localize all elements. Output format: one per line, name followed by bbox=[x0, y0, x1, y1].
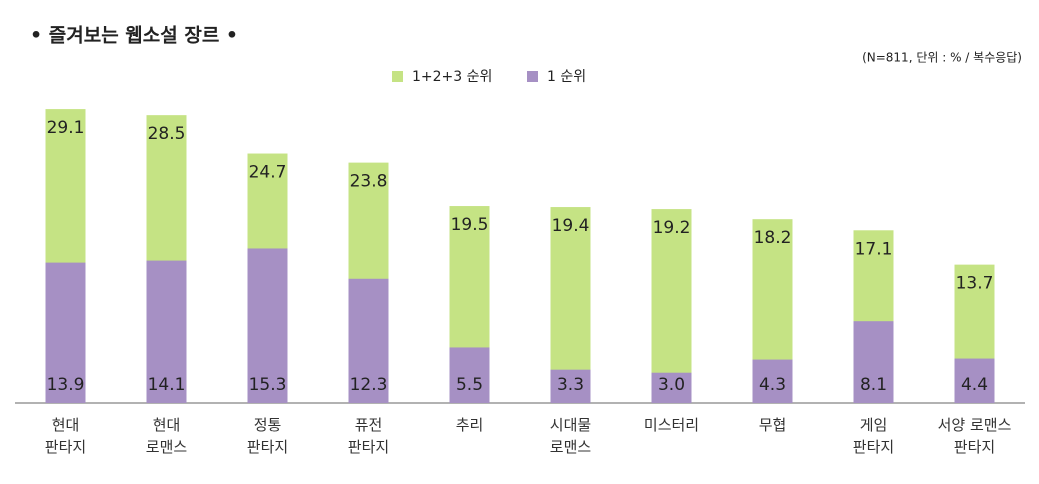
value-label: 13.9 bbox=[47, 375, 85, 395]
bar bbox=[651, 372, 692, 403]
bar bbox=[45, 262, 86, 403]
x-tick-label: 서양 로맨스 판타지 bbox=[937, 416, 1012, 456]
legend-swatch bbox=[527, 71, 538, 82]
x-tick-label: 미스터리 bbox=[643, 416, 700, 434]
x-tick-label: 현대 판타지 bbox=[44, 416, 87, 456]
value-label: 19.2 bbox=[653, 218, 691, 238]
value-label: 19.4 bbox=[552, 216, 590, 236]
value-label: 14.1 bbox=[148, 375, 186, 395]
value-label: 15.3 bbox=[249, 375, 287, 395]
legend-label: 1 순위 bbox=[547, 69, 586, 85]
bar bbox=[146, 260, 187, 403]
chart-subtitle: (N=811, 단위 : % / 복수응답) bbox=[862, 51, 1022, 65]
value-label: 4.3 bbox=[759, 375, 786, 395]
x-tick-label: 정통 판타지 bbox=[246, 416, 289, 456]
bar bbox=[752, 359, 793, 403]
bar bbox=[348, 278, 389, 403]
legend-label: 1+2+3 순위 bbox=[412, 69, 492, 85]
value-label: 3.3 bbox=[557, 375, 584, 395]
value-label: 5.5 bbox=[456, 375, 483, 395]
value-label: 19.5 bbox=[451, 215, 489, 235]
value-label: 23.8 bbox=[350, 172, 388, 192]
value-label: 4.4 bbox=[961, 375, 988, 395]
x-tick-label: 무협 bbox=[758, 416, 787, 434]
value-label: 18.2 bbox=[754, 228, 792, 248]
value-label: 12.3 bbox=[350, 375, 388, 395]
value-label: 13.7 bbox=[956, 274, 994, 294]
value-label: 29.1 bbox=[47, 118, 85, 138]
x-tick-label: 게임 판타지 bbox=[852, 416, 895, 456]
x-tick-label: 추리 bbox=[455, 416, 484, 434]
bar bbox=[853, 321, 894, 403]
legend-swatch bbox=[392, 71, 403, 82]
value-label: 8.1 bbox=[860, 375, 887, 395]
bar bbox=[449, 347, 490, 403]
bar bbox=[651, 209, 692, 403]
chart-title: • 즐겨보는 웹소설 장르 • bbox=[30, 25, 238, 47]
value-label: 17.1 bbox=[855, 239, 893, 259]
value-label: 3.0 bbox=[658, 375, 685, 395]
bar bbox=[247, 248, 288, 403]
value-label: 24.7 bbox=[249, 163, 287, 183]
value-label: 28.5 bbox=[148, 124, 186, 144]
bar bbox=[954, 358, 995, 403]
x-tick-label: 퓨전 판타지 bbox=[347, 416, 390, 456]
bar bbox=[550, 369, 591, 403]
x-tick-label: 시대물 로맨스 bbox=[549, 416, 592, 456]
x-tick-label: 현대 로맨스 bbox=[145, 416, 188, 456]
